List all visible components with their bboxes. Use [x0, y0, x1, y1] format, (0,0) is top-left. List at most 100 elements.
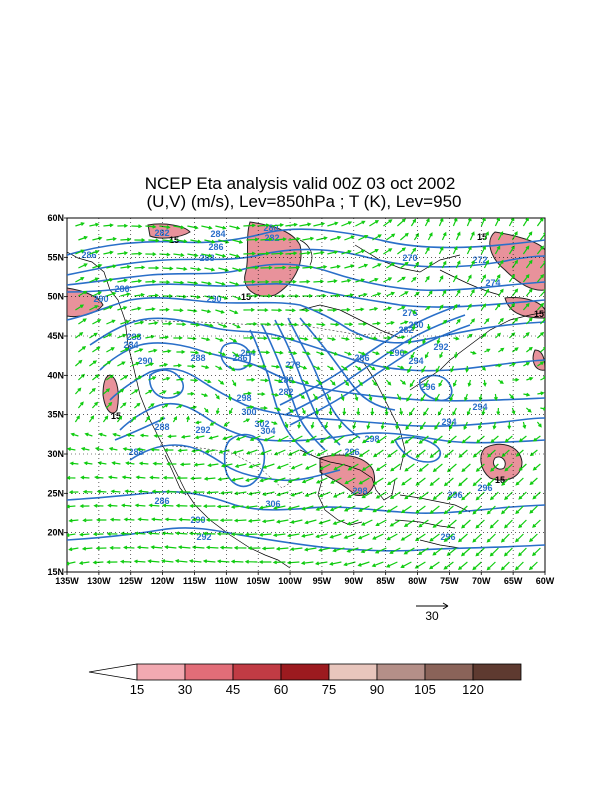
colorbar-label: 30	[178, 682, 192, 697]
wind-vector	[429, 477, 440, 486]
wind-vector	[329, 533, 342, 539]
wind-vector	[96, 489, 107, 494]
wind-vector	[415, 477, 426, 486]
wind-vector	[523, 392, 531, 397]
colorbar-label: 120	[462, 682, 484, 697]
wind-vector	[387, 449, 398, 458]
wind-vector	[222, 435, 233, 441]
wind-vector	[139, 433, 149, 438]
wind-vector	[89, 277, 100, 283]
wind-vector	[512, 377, 520, 382]
wind-vector	[246, 405, 255, 410]
wind-vector	[397, 247, 407, 255]
wind-vector	[150, 545, 163, 550]
wind-vector	[358, 477, 370, 485]
contour-label: 298	[364, 434, 379, 444]
wind-vector	[344, 351, 352, 356]
wind-vector	[122, 447, 132, 451]
wind-vector	[173, 280, 185, 285]
wind-vector	[443, 477, 454, 487]
wind-vector	[424, 218, 430, 227]
wind-vector	[369, 220, 380, 227]
wind-vector	[396, 393, 401, 401]
wind-vector	[103, 250, 114, 255]
wind-vector	[230, 504, 244, 509]
wind-vector	[487, 449, 496, 458]
jet-shade-central-north	[244, 221, 302, 297]
wind-vector	[358, 292, 368, 297]
wind-vector	[243, 335, 255, 340]
colorbar-segment	[232, 663, 282, 681]
wind-vector	[525, 288, 533, 297]
colorbar-segment	[136, 663, 186, 681]
wind-vector	[120, 237, 132, 242]
wind-vector	[329, 379, 336, 386]
wind-vector	[532, 435, 541, 442]
wind-vector	[159, 252, 171, 257]
wind-vector	[243, 391, 252, 396]
wind-vector	[287, 477, 300, 483]
wind-vector	[93, 503, 104, 508]
wind-vector	[176, 322, 187, 327]
wind-vector	[514, 561, 524, 571]
wind-vector	[150, 517, 163, 522]
wind-vector	[441, 231, 447, 241]
wind-vector	[215, 365, 223, 370]
wind-vector	[162, 266, 174, 271]
wind-vector	[203, 407, 209, 414]
wind-vector	[372, 292, 382, 297]
wind-vector	[438, 275, 444, 283]
wind-vector	[145, 224, 157, 229]
wind-vector	[190, 350, 200, 355]
wind-vector	[385, 561, 398, 568]
wind-vector	[341, 307, 351, 312]
wind-vector	[383, 335, 392, 340]
wind-vector	[443, 505, 454, 515]
wind-vector	[472, 449, 482, 458]
wind-vector	[512, 347, 519, 353]
wind-vector	[357, 379, 363, 387]
wind-vector	[187, 253, 199, 258]
wind-vector	[401, 449, 412, 458]
wind-vector	[243, 307, 256, 312]
vector-reference: 30	[416, 602, 449, 623]
wind-vector	[131, 224, 143, 229]
wind-vector	[75, 359, 83, 367]
wind-vector	[193, 462, 205, 467]
wind-vector	[483, 317, 490, 325]
wind-vector	[271, 392, 280, 397]
wind-vector	[525, 259, 533, 269]
wind-vector	[272, 560, 286, 565]
wind-vector	[424, 275, 430, 283]
reference-label: 30	[425, 609, 439, 623]
wind-vector	[271, 308, 283, 313]
wind-vector	[469, 259, 475, 269]
wind-vector	[461, 463, 471, 473]
wind-vector	[232, 351, 240, 357]
wind-vector	[80, 447, 90, 451]
wind-vector	[312, 393, 318, 401]
wind-vector	[318, 491, 331, 498]
wind-vector	[472, 505, 482, 515]
wind-vector	[148, 376, 157, 381]
wind-vector	[397, 276, 406, 283]
colorbar-segment	[328, 663, 378, 681]
wind-vector	[159, 362, 169, 367]
wind-vector	[178, 489, 191, 494]
wind-vector	[338, 421, 343, 430]
wind-vector	[429, 449, 440, 458]
lat-tick-label: 15N	[47, 567, 64, 577]
wind-vector	[177, 448, 188, 453]
wind-vector	[287, 407, 294, 413]
wind-vector	[190, 267, 202, 272]
wind-vector	[234, 463, 247, 468]
colorbar-label: 60	[274, 682, 288, 697]
wind-vector	[508, 302, 516, 311]
wind-vector	[537, 361, 545, 367]
wind-vector	[301, 533, 314, 538]
wind-vector	[194, 420, 202, 425]
wind-vector	[271, 279, 284, 284]
wind-vector	[404, 491, 415, 500]
wind-vector	[204, 379, 212, 384]
wind-vector	[355, 278, 366, 283]
